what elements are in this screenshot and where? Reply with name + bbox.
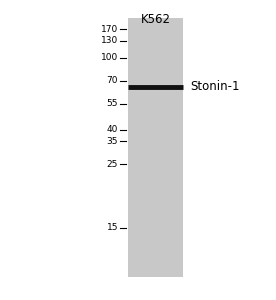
Text: 35: 35 [107,137,118,146]
Bar [128,17,184,277]
Text: 130: 130 [101,36,118,45]
Text: 15: 15 [107,223,118,232]
Text: 40: 40 [107,125,118,134]
Text: 25: 25 [107,160,118,169]
Text: 100: 100 [101,53,118,62]
Text: 170: 170 [101,25,118,34]
Text: 70: 70 [107,76,118,85]
Text: 55: 55 [107,99,118,108]
Text: K562: K562 [141,13,171,26]
Text: Stonin-1: Stonin-1 [190,80,240,93]
